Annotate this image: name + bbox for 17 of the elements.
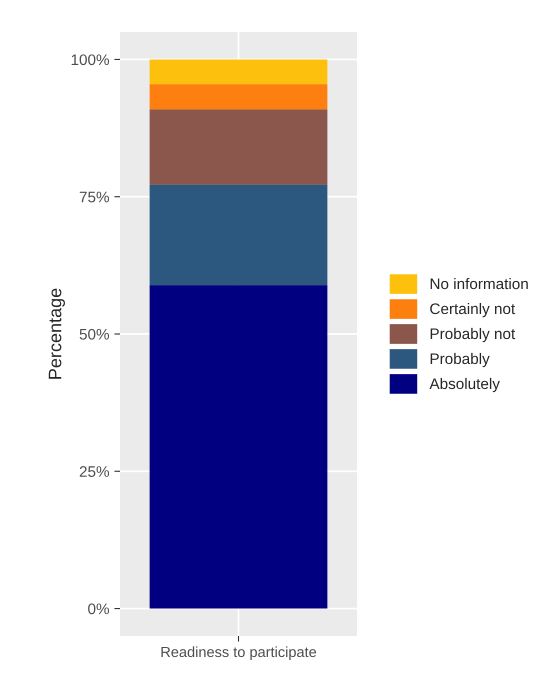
bar	[150, 285, 328, 609]
bar	[150, 59, 328, 84]
legend-label: Absolutely	[429, 378, 500, 392]
y-tick-label: 75%	[80, 192, 110, 202]
bar	[150, 109, 328, 185]
bar	[150, 84, 328, 110]
y-tick-label: 25%	[80, 466, 110, 477]
y-axis-title: Percentage	[48, 288, 65, 379]
y-tick-label: 0%	[88, 603, 110, 614]
legend-label: No information	[430, 278, 528, 290]
y-tick-label: 100%	[72, 54, 110, 66]
legend-label: Certainly not	[430, 302, 516, 318]
bar	[150, 184, 328, 286]
legend-label: Probably not	[430, 328, 516, 342]
legend-label: Probably	[430, 352, 490, 368]
y-tick-label: 50%	[80, 328, 110, 340]
x-tick-label: Readiness to participate	[161, 646, 316, 660]
